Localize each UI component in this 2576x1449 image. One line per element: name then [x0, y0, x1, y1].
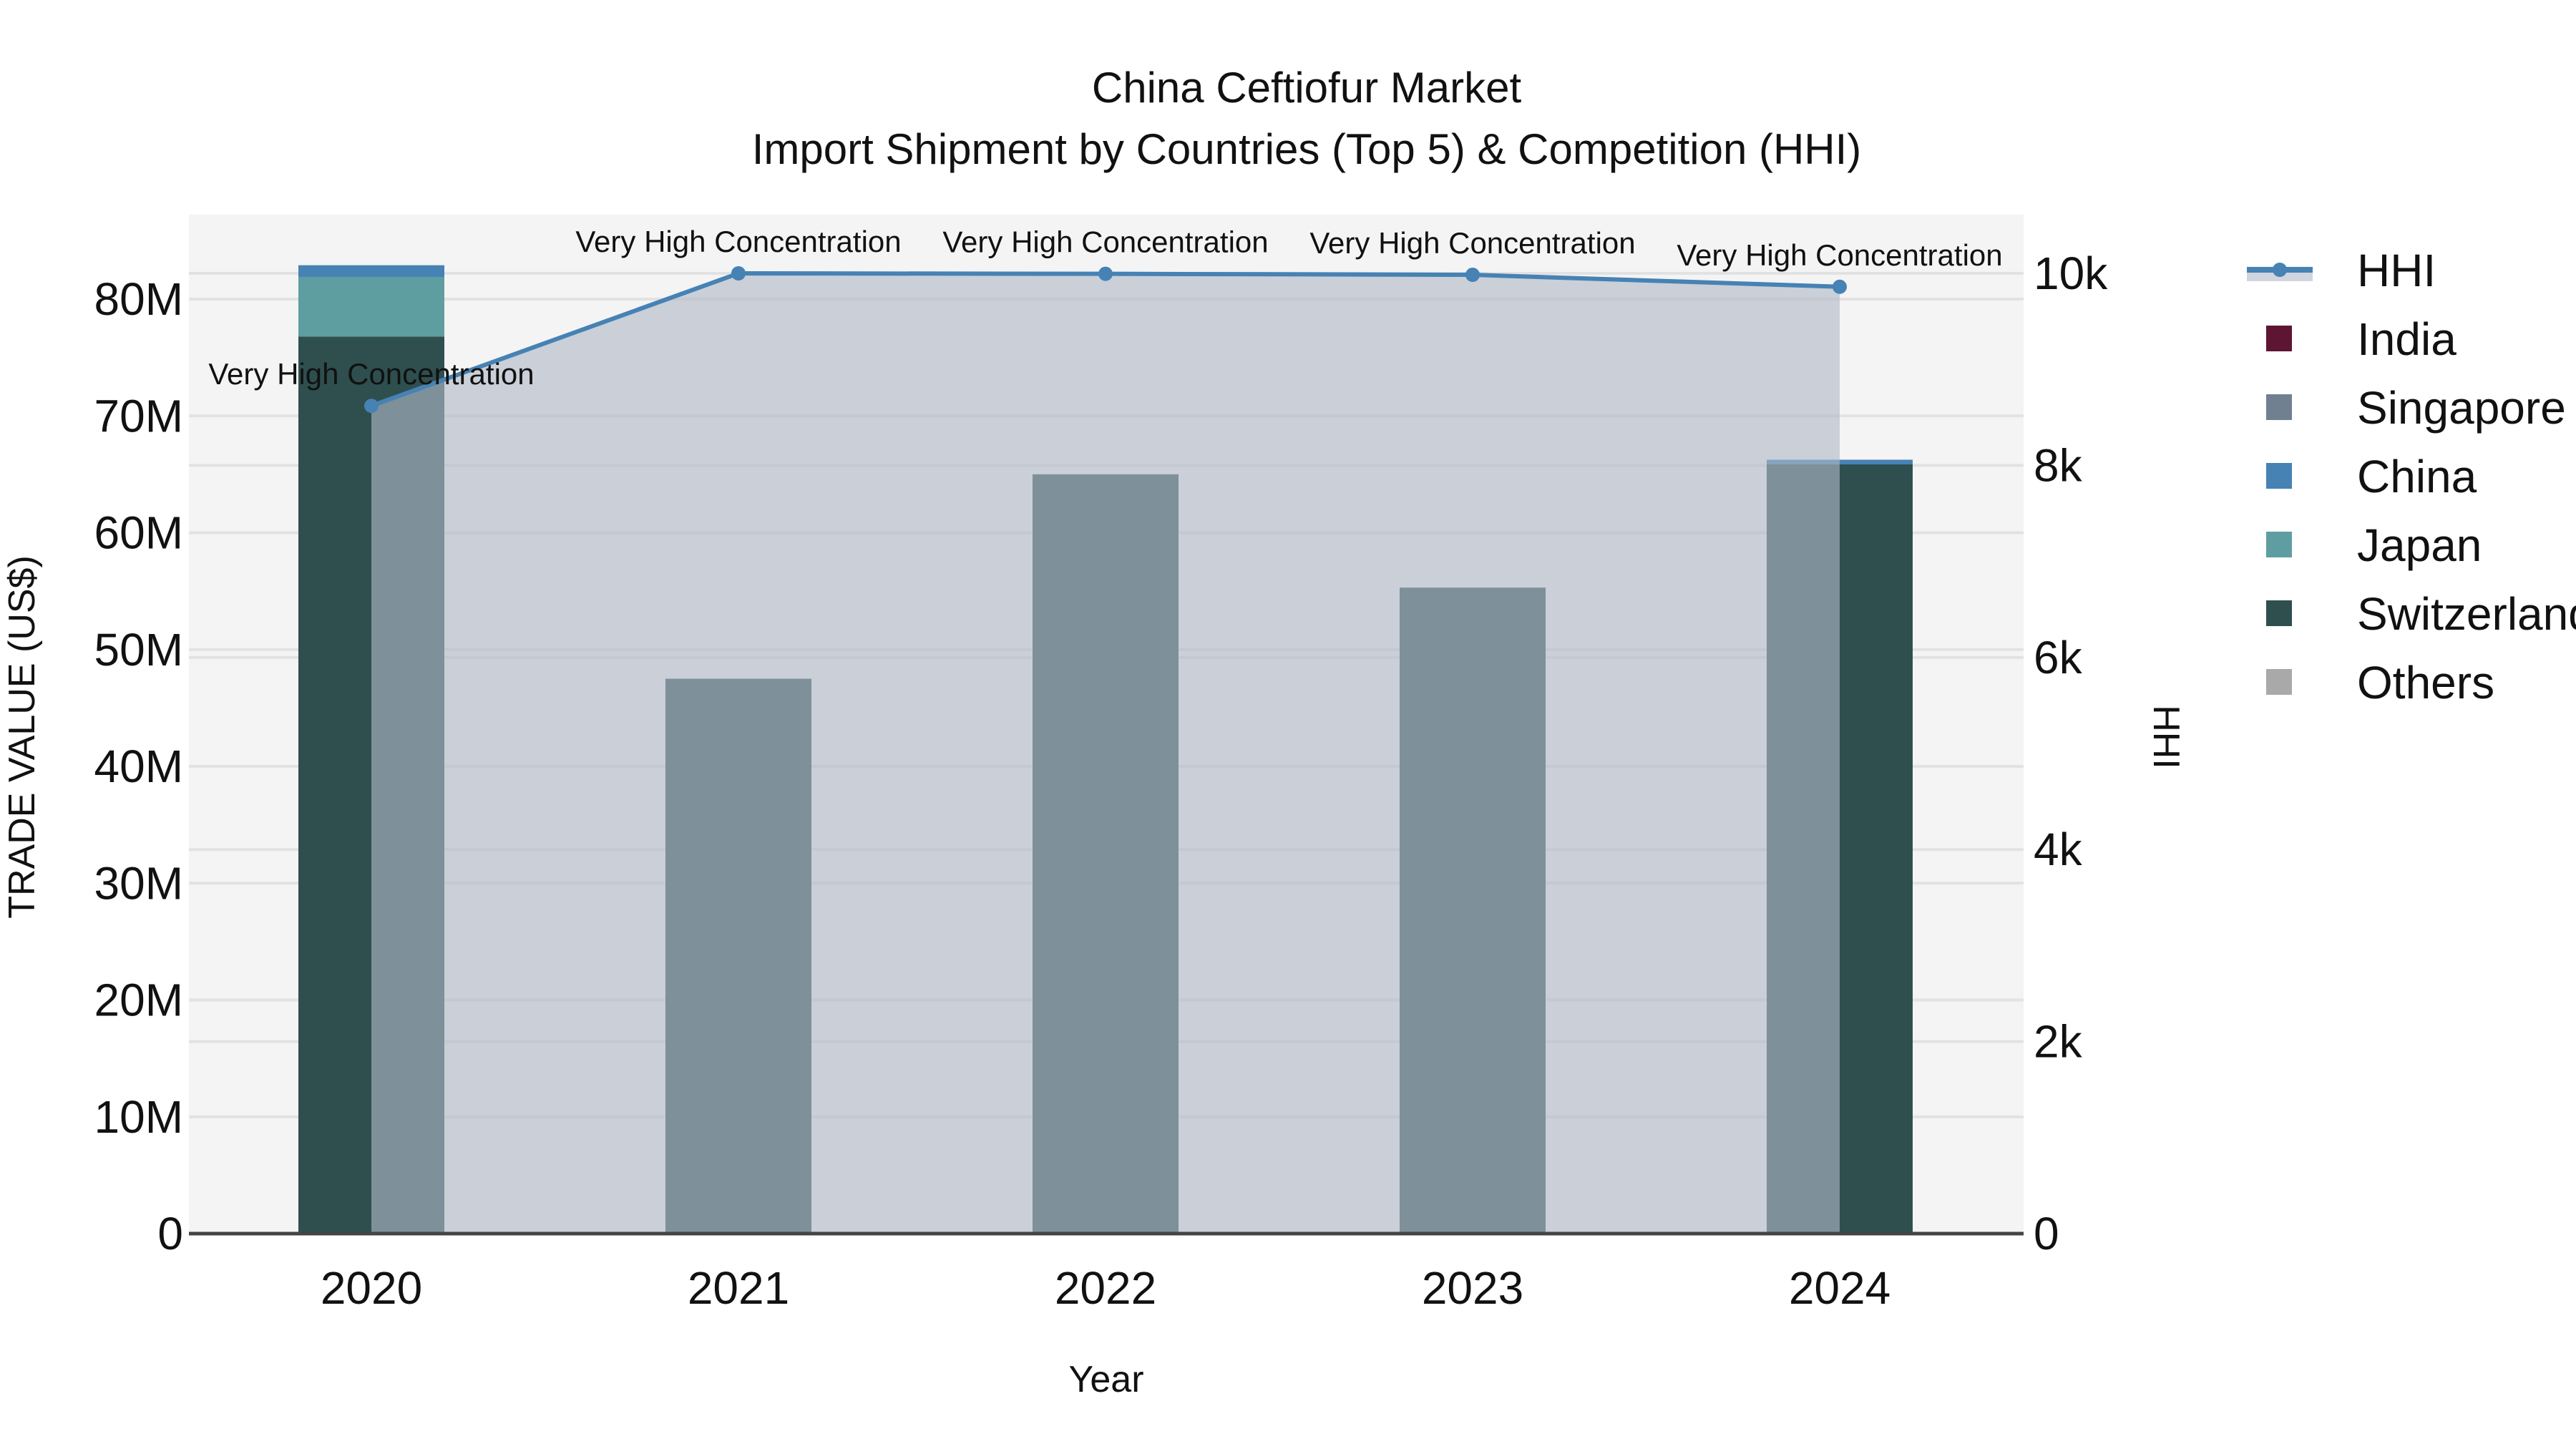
y-tick-label: 60M — [94, 507, 184, 559]
x-tick-label: 2020 — [321, 1262, 422, 1314]
y-tick-label: 70M — [94, 390, 184, 441]
legend-item-india[interactable]: India — [2247, 305, 2576, 374]
bar-segment-japan[interactable] — [298, 276, 444, 337]
chart-subtitle: Import Shipment by Countries (Top 5) & C… — [751, 125, 1862, 173]
legend-label: Singapore — [2357, 382, 2566, 434]
x-tick-label: 2023 — [1422, 1262, 1523, 1314]
color-swatch-icon — [2247, 459, 2313, 494]
y2-tick-label: 4k — [2034, 824, 2083, 875]
legend-item-china[interactable]: China — [2247, 442, 2576, 511]
x-axis-title: Year — [1068, 1359, 1143, 1400]
y-tick-label: 20M — [94, 975, 184, 1026]
legend-label: China — [2357, 451, 2477, 502]
legend-label: Others — [2357, 657, 2495, 708]
color-swatch-icon — [2247, 390, 2313, 426]
hhi-annotation: Very High Concentration — [1677, 238, 2002, 272]
y2-tick-label: 0 — [2034, 1208, 2059, 1259]
legend-label: Switzerland — [2357, 588, 2576, 640]
hhi-marker[interactable] — [1098, 266, 1113, 281]
hhi-annotation: Very High Concentration — [942, 225, 1268, 259]
x-tick-label: 2022 — [1055, 1262, 1156, 1314]
y-tick-label: 10M — [94, 1091, 184, 1143]
chart-title: China Ceftiofur Market — [1091, 64, 1522, 112]
legend-item-others[interactable]: Others — [2247, 648, 2576, 717]
line-marker-icon — [2247, 253, 2313, 288]
y2-axis-title: HHI — [2145, 705, 2187, 769]
hhi-annotation: Very High Concentration — [208, 357, 534, 391]
legend-item-japan[interactable]: Japan — [2247, 511, 2576, 580]
y2-tick-label: 8k — [2034, 439, 2083, 491]
hhi-annotation: Very High Concentration — [575, 225, 901, 258]
legend-label: Japan — [2357, 519, 2482, 571]
legend: HHI India Singapore China Japan Switzerland Ot… — [2247, 236, 2576, 717]
color-swatch-icon — [2247, 321, 2313, 357]
color-swatch-icon — [2247, 596, 2313, 632]
legend-item-hhi[interactable]: HHI — [2247, 236, 2576, 305]
y-tick-label: 50M — [94, 624, 184, 675]
legend-label: HHI — [2357, 245, 2436, 296]
legend-item-switzerland[interactable]: Switzerland — [2247, 580, 2576, 648]
hhi-marker[interactable] — [1465, 268, 1480, 283]
legend-item-singapore[interactable]: Singapore — [2247, 374, 2576, 442]
x-tick-label: 2024 — [1789, 1262, 1890, 1314]
x-tick-label: 2021 — [688, 1262, 789, 1314]
hhi-marker[interactable] — [364, 399, 379, 414]
y-tick-label: 0 — [157, 1208, 183, 1259]
color-swatch-icon — [2247, 665, 2313, 701]
hhi-annotation: Very High Concentration — [1309, 226, 1635, 260]
color-swatch-icon — [2247, 527, 2313, 563]
y2-tick-label: 6k — [2034, 632, 2083, 683]
bar-segment-china[interactable] — [298, 265, 444, 277]
y-tick-label: 40M — [94, 741, 184, 792]
hhi-area — [371, 273, 1840, 1234]
y-tick-label: 30M — [94, 857, 184, 909]
y-axis-title: TRADE VALUE (US$) — [1, 555, 43, 919]
y2-tick-label: 2k — [2034, 1016, 2083, 1068]
legend-label: India — [2357, 313, 2457, 365]
hhi-marker[interactable] — [1833, 279, 1847, 294]
y-tick-label: 80M — [94, 273, 184, 325]
hhi-marker[interactable] — [731, 266, 746, 280]
y2-tick-label: 10k — [2034, 248, 2108, 299]
